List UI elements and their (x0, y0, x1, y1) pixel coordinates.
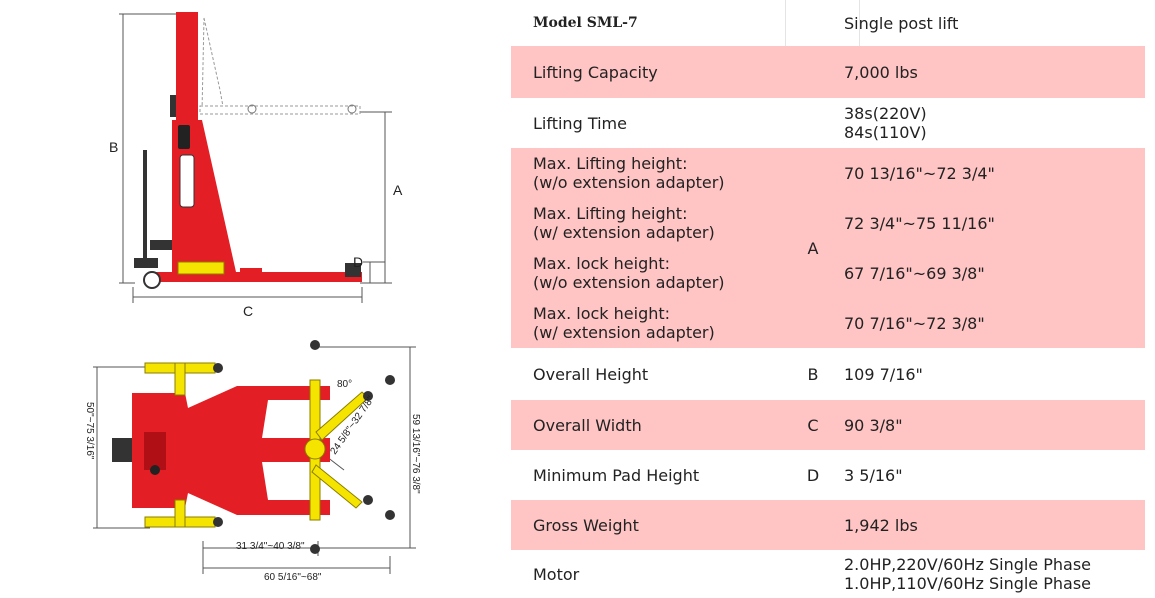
motor-row: Motor 2.0HP,220V/60Hz Single Phase 1.0HP… (511, 550, 1145, 598)
pad-height-marker: D (806, 465, 820, 485)
lock-height-label: Max. lock height: (533, 254, 671, 273)
lift-diagram: B A D C (84, 12, 421, 583)
lock-height-ext-value: 70 7/16"~72 3/8" (841, 298, 1145, 348)
lift-height-ext-label: Max. Lifting height: (533, 204, 688, 223)
time-value-220v: 38s(220V) (844, 104, 927, 123)
gross-weight-row: Gross Weight 1,942 lbs (511, 500, 1145, 550)
lift-height-row: Max. Lifting height: (w/o extension adap… (511, 148, 1145, 348)
model-label: Model SML-7 (533, 15, 638, 31)
inner-width-label: 31 3/4"~40 3/8" (236, 541, 305, 552)
lock-height-ext-note: (w/ extension adapter) (533, 323, 715, 342)
lift-height-ext-value: 72 3/4"~75 11/16" (841, 198, 1145, 248)
lock-height-row: Max. lock height: (w/o extension adapter… (511, 248, 1145, 298)
angle-label: 80° (337, 379, 352, 390)
overall-height-label: Overall Height (533, 364, 649, 384)
time-row: Lifting Time 38s(220V) 84s(110V) (511, 98, 1145, 148)
capacity-value: 7,000 lbs (841, 46, 1145, 98)
overall-width-value: 90 3/8" (841, 400, 1145, 450)
motor-value-220v: 2.0HP,220V/60Hz Single Phase (844, 555, 1092, 574)
gross-weight-label: Gross Weight (511, 500, 785, 550)
dim-label-d: D (353, 254, 363, 270)
lift-height-note: (w/o extension adapter) (533, 173, 725, 192)
lock-height-ext-row: Max. lock height: (w/ extension adapter)… (511, 298, 1145, 348)
side-view: B A D C (109, 12, 403, 319)
arm-span-label: 59 13/16"~76 3/8" (410, 414, 421, 494)
model-type: Single post lift (844, 13, 959, 33)
time-label: Lifting Time (533, 113, 627, 133)
lock-height-note: (w/o extension adapter) (533, 273, 725, 292)
pad-height-label: Minimum Pad Height (533, 465, 700, 485)
overall-height-marker: B (807, 364, 819, 384)
lift-height-value: 70 13/16"~72 3/4" (841, 148, 1145, 198)
lift-height-ext-row: Max. Lifting height: (w/ extension adapt… (511, 198, 1145, 248)
pad-height-value: 3 5/16" (844, 465, 903, 485)
column-divider (785, 0, 786, 46)
lock-height-value: 67 7/16"~69 3/8" (841, 248, 1145, 298)
pad-height-row: Minimum Pad Height D 3 5/16" (511, 450, 1145, 500)
overall-height-row: Overall Height B 109 7/16" (511, 348, 1145, 400)
outer-width-label: 60 5/16"~68" (264, 572, 322, 583)
motor-label: Motor (533, 564, 580, 584)
time-value-110v: 84s(110V) (844, 123, 927, 142)
capacity-row: Lifting Capacity 7,000 lbs (511, 46, 1145, 98)
lift-height-ext-note: (w/ extension adapter) (533, 223, 715, 242)
height-range-label: 50"~75 3/16" (84, 402, 95, 460)
capacity-label: Lifting Capacity (511, 46, 785, 98)
model-row: Model SML-7 Single post lift (511, 0, 1145, 46)
group-marker-a: A (785, 148, 841, 348)
spec-table: Model SML-7 Single post lift Lifting Cap… (511, 0, 1145, 598)
lift-height-label: Max. Lifting height: (533, 154, 688, 173)
motor-value-110v: 1.0HP,110V/60Hz Single Phase (844, 574, 1092, 593)
column-divider (859, 0, 860, 46)
top-view: 80° 24 5/8"~32 7/8" 50"~75 3/16" 59 13/1… (84, 340, 421, 583)
overall-width-marker: C (785, 400, 841, 450)
gross-weight-value: 1,942 lbs (841, 500, 1145, 550)
dim-label-c: C (243, 303, 253, 319)
overall-width-label: Overall Width (511, 400, 785, 450)
overall-width-row: Overall Width C 90 3/8" (511, 400, 1145, 450)
lock-height-ext-label: Max. lock height: (533, 304, 671, 323)
overall-height-value: 109 7/16" (844, 364, 923, 384)
dim-label-a: A (393, 182, 403, 198)
dim-label-b: B (109, 139, 118, 155)
